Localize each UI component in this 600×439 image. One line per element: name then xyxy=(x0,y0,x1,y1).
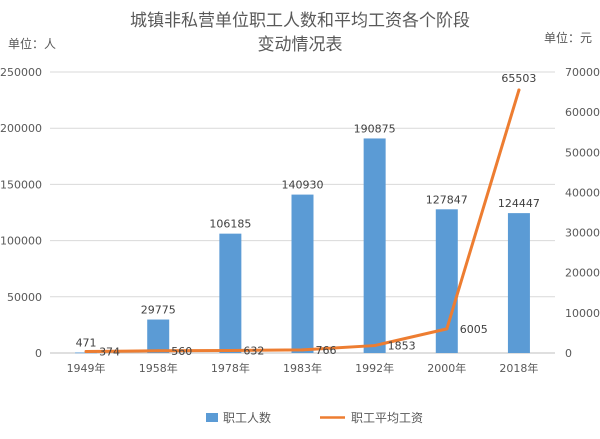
line-point xyxy=(373,344,377,348)
chart-title-line-1: 城镇非私营单位职工人数和平均工资各个阶段 xyxy=(130,11,470,31)
x-tick-label: 1983年 xyxy=(283,361,322,375)
x-tick-label: 1978年 xyxy=(211,361,250,375)
right-tick-label: 70000 xyxy=(565,66,600,79)
left-tick-label: 0 xyxy=(35,347,42,360)
bar-data-label: 140930 xyxy=(282,179,324,192)
chart-title-line-2: 变动情况表 xyxy=(258,35,343,55)
bar-data-label: 124447 xyxy=(498,197,540,210)
left-tick-label: 250000 xyxy=(0,66,42,79)
left-axis-unit: 单位：人 xyxy=(8,36,56,51)
legend: 职工人数 职工平均工资 xyxy=(206,410,423,425)
bar-data-label: 471 xyxy=(76,336,97,349)
line-point xyxy=(228,348,232,352)
chart-title: 城镇非私营单位职工人数和平均工资各个阶段 变动情况表 xyxy=(130,11,470,55)
left-tick-label: 50000 xyxy=(7,291,42,304)
bar xyxy=(219,233,242,353)
x-tick-label: 1958年 xyxy=(139,361,178,375)
line-data-label: 6005 xyxy=(460,323,488,336)
line-data-label: 766 xyxy=(316,344,337,357)
line-data-label: 632 xyxy=(243,344,264,357)
line-data-label: 65503 xyxy=(501,72,536,85)
x-tick-label: 2018年 xyxy=(499,361,538,375)
right-tick-label: 20000 xyxy=(565,267,600,280)
left-tick-label: 150000 xyxy=(0,178,42,191)
right-tick-label: 60000 xyxy=(565,106,600,119)
bar xyxy=(147,319,170,353)
bar xyxy=(435,209,458,353)
bar-data-label: 190875 xyxy=(354,122,396,135)
left-axis-ticks: 0 50000 100000 150000 200000 250000 xyxy=(0,66,42,360)
x-tick-label: 1992年 xyxy=(355,361,394,375)
line-point xyxy=(445,327,449,331)
line-data-label: 374 xyxy=(99,345,120,358)
x-tick-label: 2000年 xyxy=(427,361,466,375)
right-tick-label: 0 xyxy=(565,347,572,360)
bar-series xyxy=(75,138,530,354)
bar-data-label: 106185 xyxy=(209,218,251,231)
line-data-label: 1853 xyxy=(388,340,416,353)
x-tick-label: 1949年 xyxy=(67,361,106,375)
line-point xyxy=(84,349,88,353)
line-data-labels: 374 560 632 766 1853 6005 65503 xyxy=(99,72,536,358)
x-axis-ticks: 1949年 1958年 1978年 1983年 1992年 2000年 2018年 xyxy=(67,361,539,375)
legend-label-workers: 职工人数 xyxy=(223,410,271,425)
right-axis-unit: 单位：元 xyxy=(544,30,592,45)
line-point xyxy=(301,348,304,352)
bar-data-labels: 471 29775 106185 140930 190875 127847 124447 xyxy=(76,122,540,349)
right-tick-label: 40000 xyxy=(565,186,600,199)
bar-data-label: 127847 xyxy=(426,193,468,206)
left-tick-label: 100000 xyxy=(0,235,42,248)
line-series xyxy=(84,88,521,353)
bar xyxy=(291,194,314,353)
left-tick-label: 200000 xyxy=(0,122,42,135)
bar-data-label: 29775 xyxy=(141,304,176,317)
line-data-label: 560 xyxy=(171,345,192,358)
legend-label-wage: 职工平均工资 xyxy=(351,411,423,425)
right-tick-label: 50000 xyxy=(565,146,600,159)
bar xyxy=(363,138,386,353)
legend-swatch-workers xyxy=(206,413,218,422)
right-tick-label: 10000 xyxy=(565,307,600,320)
line-point xyxy=(156,349,160,353)
line-point xyxy=(517,88,521,92)
right-tick-label: 30000 xyxy=(565,227,600,240)
right-axis-ticks: 0 10000 20000 30000 40000 50000 60000 70000 xyxy=(565,66,600,360)
bar xyxy=(507,213,530,353)
